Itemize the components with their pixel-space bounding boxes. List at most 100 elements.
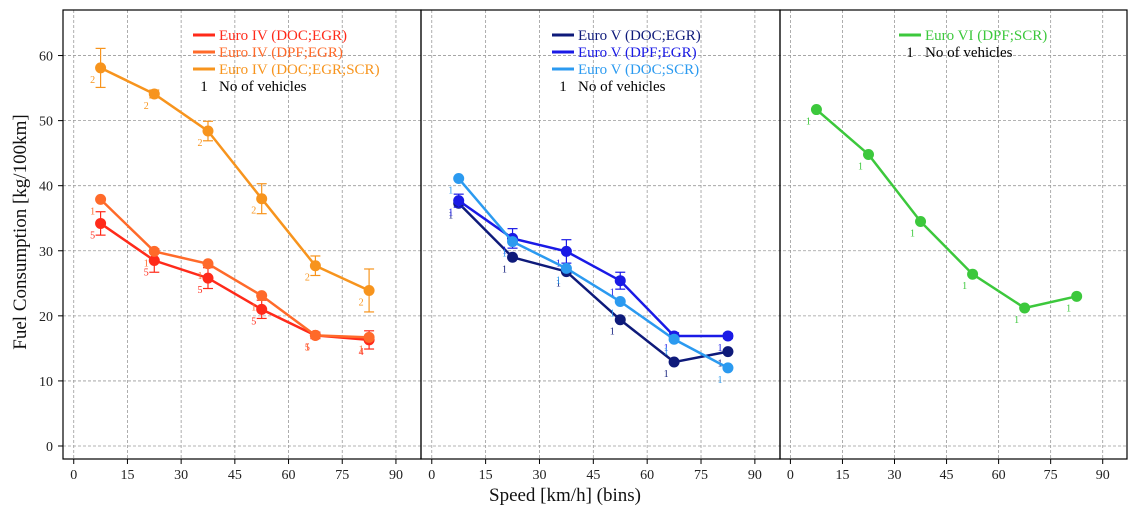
vehicle-count-label: 1: [610, 327, 615, 338]
data-point: [148, 255, 160, 267]
data-point: [453, 195, 465, 207]
y-tick-label: 40: [39, 180, 53, 195]
vehicles-key-label: No of vehicles: [219, 79, 307, 95]
x-tick-label: 0: [70, 468, 77, 483]
y-tick-label: 30: [39, 245, 53, 260]
vehicle-count-label: 1: [610, 309, 615, 320]
x-tick-label: 30: [888, 468, 902, 483]
vehicle-count-label: 2: [251, 206, 256, 217]
x-tick-label: 15: [835, 468, 849, 483]
vehicle-count-label: 2: [197, 138, 202, 149]
vehicle-count-label: 1: [448, 186, 453, 197]
legend-entry: Euro V (DOC;SCR): [578, 62, 699, 78]
legend-entry: Euro VI (DPF;SCR): [925, 28, 1047, 44]
vehicle-count-label: 1: [664, 346, 669, 357]
vehicle-count-label: 1: [910, 228, 915, 239]
x-tick-label: 60: [640, 468, 654, 483]
vehicle-count-label: 1: [1014, 315, 1019, 326]
data-point: [668, 333, 680, 345]
data-point: [202, 125, 214, 137]
data-point: [507, 236, 519, 248]
data-point: [202, 258, 214, 270]
data-point: [722, 362, 734, 374]
y-tick-label: 10: [39, 375, 53, 390]
vehicle-count-label: 1: [858, 161, 863, 172]
data-point: [1019, 302, 1031, 314]
data-point: [95, 62, 107, 74]
data-point: [148, 88, 160, 100]
vehicle-count-label: 2: [359, 297, 364, 308]
data-point: [309, 260, 321, 272]
vehicle-count-label: 1: [359, 344, 364, 355]
y-tick-label: 50: [39, 115, 53, 130]
x-tick-label: 45: [586, 468, 600, 483]
x-tick-label: 45: [228, 468, 242, 483]
x-tick-label: 90: [389, 468, 403, 483]
vehicle-count-label: 1: [448, 208, 453, 219]
x-tick-label: 30: [174, 468, 188, 483]
vehicles-key-marker: 1: [200, 79, 208, 95]
series-line: [100, 66, 370, 292]
data-point: [256, 290, 268, 302]
vehicle-count-label: 1: [556, 279, 561, 290]
data-point: [95, 193, 107, 205]
x-tick-label: 75: [1044, 468, 1058, 483]
panel-frame: [779, 9, 1128, 460]
x-axis-title: Speed [km/h] (bins): [489, 485, 641, 506]
vehicle-count-label: 1: [502, 264, 507, 275]
x-tick-label: 15: [120, 468, 134, 483]
series-line: [99, 198, 370, 339]
x-tick-label: 60: [992, 468, 1006, 483]
vehicle-count-label: 2: [90, 75, 95, 86]
data-point: [560, 245, 572, 257]
vehicle-count-label: 1: [305, 342, 310, 353]
vehicle-count-label: 4: [359, 347, 364, 358]
data-point: [915, 215, 927, 227]
vehicle-count-label: 5: [251, 316, 256, 327]
vehicles-key-marker: 1: [906, 45, 914, 61]
data-point: [668, 356, 680, 368]
legend-entry: Euro IV (DOC;EGR;SCR): [219, 62, 380, 78]
vehicle-count-label: 1: [144, 258, 149, 269]
vehicle-count-label: 1: [664, 369, 669, 380]
y-tick-label: 60: [39, 50, 53, 65]
vehicle-count-label: 1: [448, 210, 453, 221]
y-axis-title: Fuel Consumption [kg/100km]: [10, 114, 31, 349]
data-point: [507, 251, 519, 263]
legend-entry: Euro V (DPF;EGR): [578, 45, 697, 61]
x-tick-label: 45: [940, 468, 954, 483]
x-tick-label: 60: [282, 468, 296, 483]
data-point: [309, 329, 321, 341]
data-point: [148, 245, 160, 257]
vehicle-count-label: 1: [806, 117, 811, 128]
vehicle-count-label: 1: [962, 281, 967, 292]
legend-entry: Euro IV (DPF;EGR): [219, 45, 343, 61]
data-point: [810, 104, 822, 116]
legend-entry: Euro V (DOC;EGR): [578, 28, 701, 44]
x-tick-label: 0: [428, 468, 435, 483]
vehicle-count-label: 1: [717, 375, 722, 386]
vehicle-count-label: 5: [144, 268, 149, 279]
data-point: [560, 262, 572, 274]
data-point: [256, 193, 268, 205]
series-line: [815, 108, 1077, 310]
data-point: [453, 173, 465, 185]
vehicle-count-label: 2: [305, 273, 310, 284]
vehicle-count-label: 1: [717, 343, 722, 354]
data-point: [95, 217, 107, 229]
data-point: [363, 284, 375, 296]
vehicle-count-label: 1: [90, 206, 95, 217]
data-point: [614, 296, 626, 308]
legend-entry: Euro IV (DOC;EGR): [219, 28, 347, 44]
vehicle-count-label: 1: [502, 249, 507, 260]
data-point: [256, 303, 268, 315]
series-line: [457, 202, 729, 364]
x-tick-label: 90: [748, 468, 762, 483]
data-point: [614, 314, 626, 326]
data-point: [722, 346, 734, 358]
data-point: [967, 268, 979, 280]
vehicle-count-label: 2: [144, 101, 149, 112]
data-point: [1071, 290, 1083, 302]
